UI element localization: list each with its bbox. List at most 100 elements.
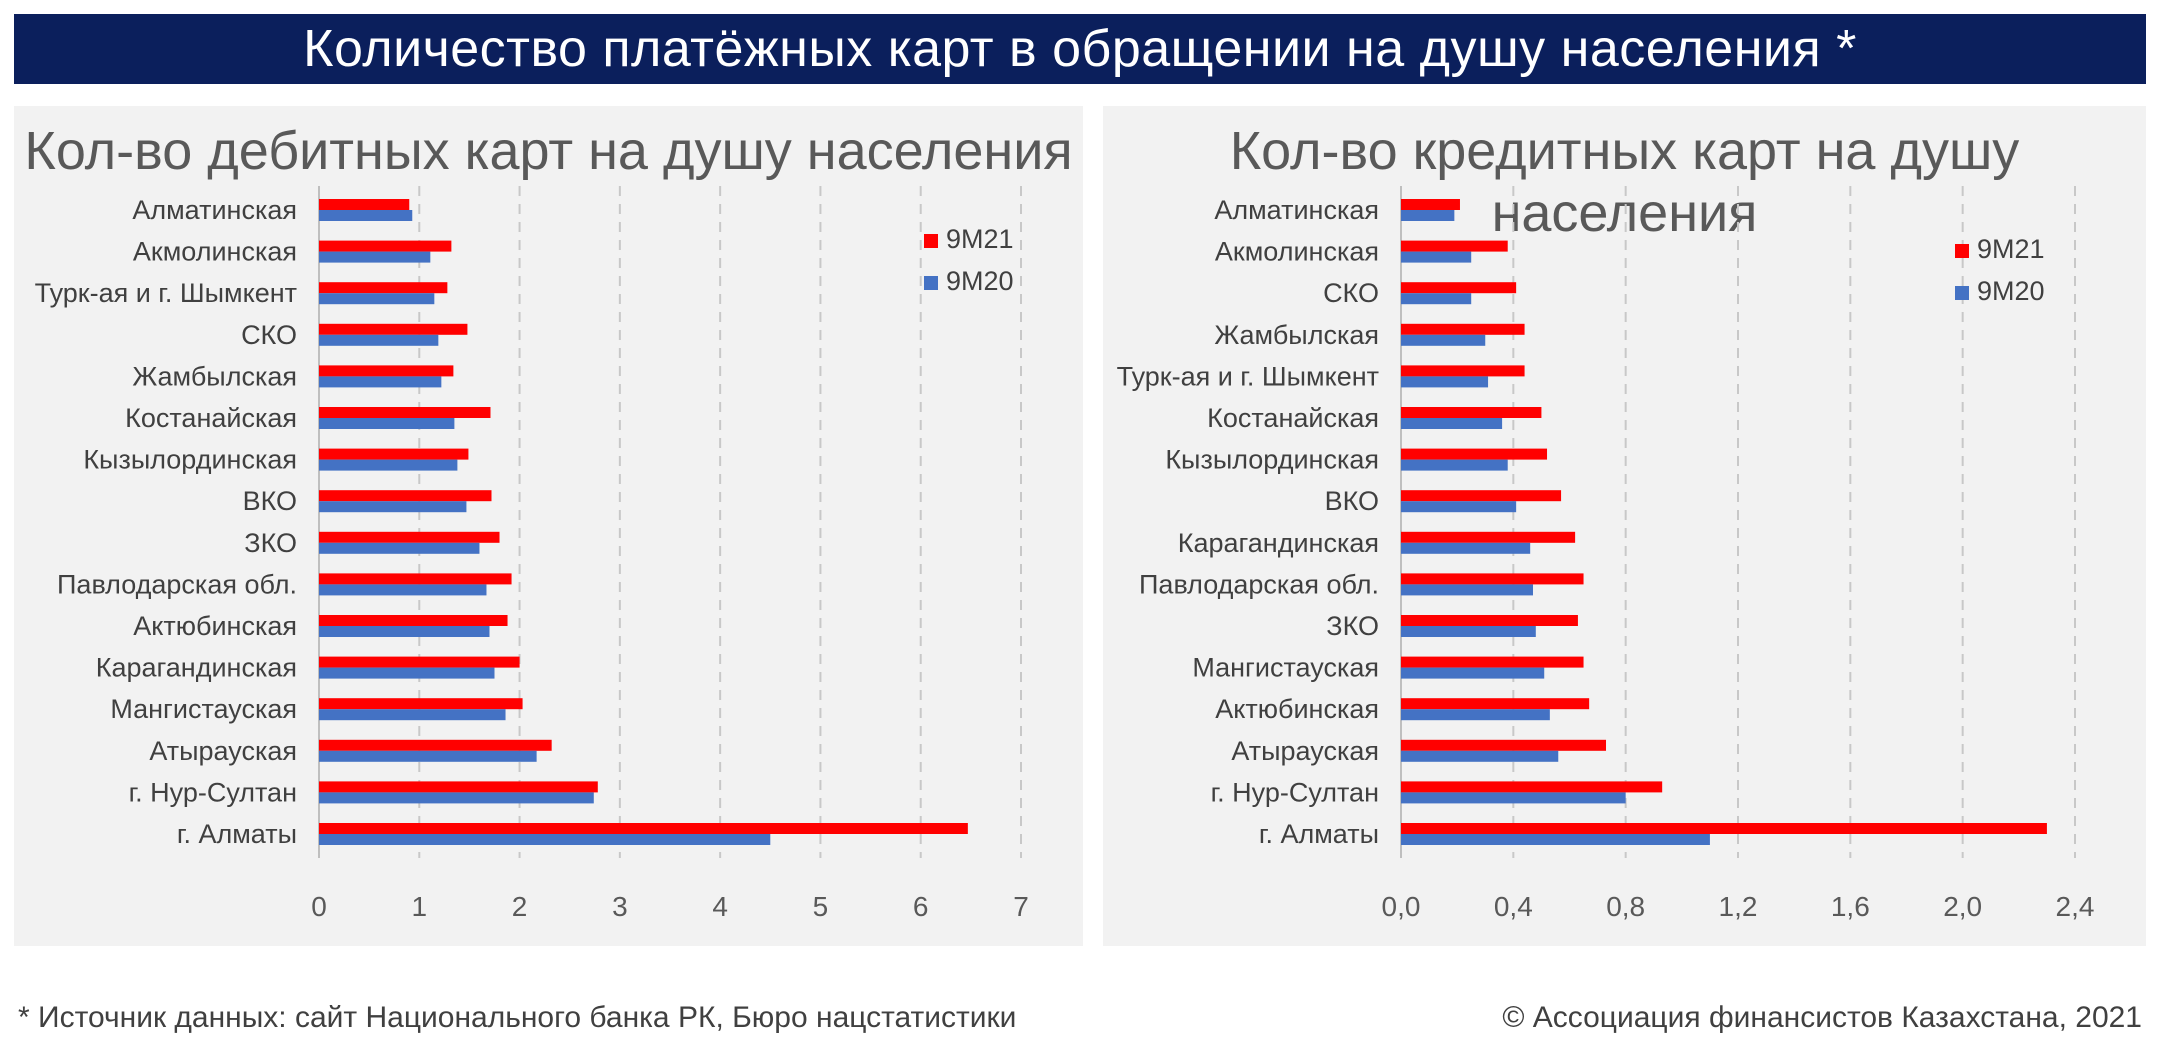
debit-bar-9m20	[319, 792, 594, 804]
debit-bar-9m20	[319, 542, 480, 554]
credit-bar-9m21	[1401, 823, 2047, 834]
credit-bar-9m20	[1401, 750, 1559, 762]
credit-bar-9m20	[1401, 418, 1503, 429]
credit-bar-9m21	[1401, 739, 1607, 751]
credit-legend-label: 9M20	[1977, 276, 2045, 306]
credit-bar-9m20	[1401, 542, 1531, 554]
debit-category-label: Жамбылская	[132, 361, 297, 391]
credit-bar-9m20	[1401, 210, 1455, 221]
debit-bar-9m21	[319, 823, 968, 834]
debit-bar-9m20	[319, 834, 771, 845]
credit-category-label: Павлодарская обл.	[1139, 569, 1379, 599]
debit-bar-9m21	[319, 365, 454, 377]
debit-category-label: Алматинская	[132, 195, 297, 225]
debit-legend-swatch	[924, 234, 938, 248]
credit-bar-9m20	[1401, 293, 1472, 305]
credit-category-label: СКО	[1323, 278, 1379, 308]
debit-bar-9m21	[319, 739, 552, 751]
debit-bar-9m21	[319, 698, 523, 710]
debit-x-tick-label: 3	[612, 891, 628, 922]
debit-category-label: г. Алматы	[177, 819, 297, 849]
credit-category-label: Атырауская	[1231, 736, 1379, 766]
source-footnote: * Источник данных: сайт Национального ба…	[18, 1001, 1017, 1034]
credit-bar-9m21	[1401, 282, 1517, 294]
debit-category-label: ЗКО	[244, 528, 297, 558]
credit-bar-9m20	[1401, 584, 1533, 596]
debit-category-label: Актюбинская	[133, 611, 297, 641]
debit-category-label: Карагандинская	[96, 653, 297, 683]
debit-bar-9m21	[319, 615, 508, 626]
debit-bar-9m20	[319, 459, 458, 471]
credit-bar-9m21	[1401, 448, 1548, 460]
debit-bar-9m20	[319, 750, 537, 762]
credit-bar-9m21	[1401, 531, 1576, 543]
credit-x-tick-label: 1,2	[1719, 891, 1758, 922]
debit-x-tick-label: 2	[512, 891, 528, 922]
debit-x-tick-label: 5	[813, 891, 829, 922]
debit-legend-label: 9M21	[946, 224, 1014, 254]
credit-category-label: Актюбинская	[1215, 694, 1379, 724]
debit-x-tick-label: 6	[913, 891, 929, 922]
credit-bar-9m21	[1401, 323, 1525, 335]
debit-category-label: Турк-ая и г. Шымкент	[35, 278, 297, 308]
credit-bar-9m20	[1401, 626, 1536, 637]
credit-bar-9m20	[1401, 251, 1472, 263]
credit-bar-9m20	[1401, 376, 1489, 388]
credit-legend-label: 9M21	[1977, 234, 2045, 264]
credit-x-tick-label: 2,0	[1943, 891, 1982, 922]
credit-legend-swatch	[1955, 286, 1969, 300]
credit-legend-swatch	[1955, 244, 1969, 258]
credit-chart-panel: Кол-во кредитных карт на душу населения …	[1103, 106, 2146, 946]
debit-bar-9m21	[319, 240, 452, 252]
debit-bar-9m21	[319, 448, 469, 460]
debit-bar-9m20	[319, 667, 495, 679]
credit-bar-9m21	[1401, 199, 1460, 210]
debit-category-label: Акмолинская	[133, 237, 297, 267]
credit-category-label: Кызылординская	[1165, 445, 1379, 475]
debit-category-label: ВКО	[243, 486, 297, 516]
debit-bar-9m20	[319, 418, 455, 429]
debit-category-label: г. Нур-Султан	[129, 777, 297, 807]
debit-category-label: Мангистауская	[110, 694, 297, 724]
debit-bar-9m21	[319, 323, 468, 335]
credit-x-tick-label: 1,6	[1831, 891, 1870, 922]
debit-bar-9m20	[319, 210, 413, 221]
copyright-footnote: © Ассоциация финансистов Казахстана, 202…	[1502, 1001, 2142, 1034]
credit-x-tick-label: 0,4	[1494, 891, 1533, 922]
debit-bar-9m21	[319, 407, 491, 418]
credit-category-label: Мангистауская	[1192, 653, 1379, 683]
debit-category-label: Павлодарская обл.	[57, 569, 297, 599]
debit-bar-9m21	[319, 656, 520, 668]
debit-x-tick-label: 1	[411, 891, 427, 922]
credit-bar-9m21	[1401, 240, 1508, 252]
credit-chart: 0,0 0,4 0,8 1,2 1,6 2,0 2,4 Алматинская Акмолинс…	[1117, 186, 2095, 922]
credit-category-label: г. Алматы	[1259, 819, 1379, 849]
credit-category-label: ВКО	[1325, 486, 1379, 516]
debit-bar-9m20	[319, 334, 439, 346]
debit-bar-9m21	[319, 573, 512, 585]
credit-bar-9m20	[1401, 709, 1550, 721]
debit-chart: 0 1 2 3 4 5 6 7 Алматинская Акмолинская Турк-ая и …	[35, 186, 1029, 922]
credit-bar-9m20	[1401, 834, 1710, 845]
credit-category-label: Жамбылская	[1214, 320, 1379, 350]
credit-bar-9m21	[1401, 615, 1578, 626]
debit-bar-9m20	[319, 251, 431, 263]
credit-bar-9m21	[1401, 698, 1590, 710]
credit-x-tick-label: 0,8	[1606, 891, 1645, 922]
debit-category-label: Кызылординская	[83, 445, 297, 475]
debit-bar-9m21	[319, 282, 448, 294]
debit-legend-label: 9M20	[946, 266, 1014, 296]
credit-x-tick-label: 2,4	[2056, 891, 2095, 922]
credit-bar-9m20	[1401, 334, 1486, 346]
main-title-banner: Количество платёжных карт в обращении на…	[14, 14, 2146, 84]
debit-bar-9m21	[319, 531, 500, 543]
credit-x-tick-label: 0,0	[1382, 891, 1421, 922]
debit-bar-9m20	[319, 376, 442, 388]
main-title: Количество платёжных карт в обращении на…	[303, 20, 1857, 78]
debit-bar-9m20	[319, 501, 467, 513]
debit-category-label: Костанайская	[125, 403, 297, 433]
credit-category-label: Акмолинская	[1215, 237, 1379, 267]
credit-bar-9m21	[1401, 573, 1584, 585]
credit-bar-9m20	[1401, 459, 1508, 471]
credit-bar-9m21	[1401, 656, 1584, 668]
